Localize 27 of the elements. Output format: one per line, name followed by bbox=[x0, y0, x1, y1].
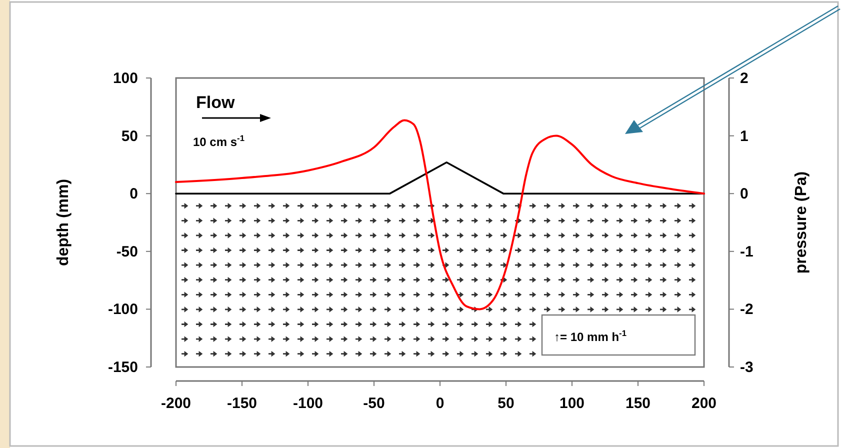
y-axis-title: depth (mm) bbox=[55, 178, 72, 266]
y2-tick-label: -2 bbox=[740, 301, 754, 318]
x-tick-label: -150 bbox=[226, 395, 258, 412]
y-tick-label: 50 bbox=[121, 128, 138, 145]
y-tick-label: -150 bbox=[108, 359, 138, 376]
x-tick-label: -100 bbox=[292, 395, 324, 412]
x-tick-label: -50 bbox=[363, 395, 385, 412]
y-tick-label: 0 bbox=[130, 186, 138, 203]
annotation: 10 cm s$^{-1}$ bbox=[193, 133, 245, 149]
y2-tick-label: -3 bbox=[740, 359, 754, 376]
y-tick-label: -50 bbox=[116, 243, 138, 260]
line-series bbox=[175, 119, 705, 310]
y2-tick-label: 0 bbox=[740, 186, 748, 203]
y2-tick-label: 2 bbox=[740, 70, 748, 87]
y2-tick-label: 1 bbox=[740, 128, 748, 145]
x-tick-label: 100 bbox=[559, 395, 585, 412]
x-tick-label: 0 bbox=[436, 395, 444, 412]
y2-axis-title: pressure (Pa) bbox=[793, 171, 810, 274]
x-tick-label: 150 bbox=[625, 395, 651, 412]
annotation: Flow bbox=[196, 93, 236, 112]
y-tick-label: 100 bbox=[112, 70, 138, 87]
x-tick-label: 200 bbox=[691, 395, 717, 412]
y-tick-label: -100 bbox=[108, 301, 138, 318]
x-tick-label: 50 bbox=[498, 395, 514, 412]
annotation: ↑= 10 mm h$^{-1}$ bbox=[554, 328, 627, 344]
x-tick-label: -200 bbox=[160, 395, 192, 412]
y2-tick-label: -1 bbox=[740, 243, 754, 260]
